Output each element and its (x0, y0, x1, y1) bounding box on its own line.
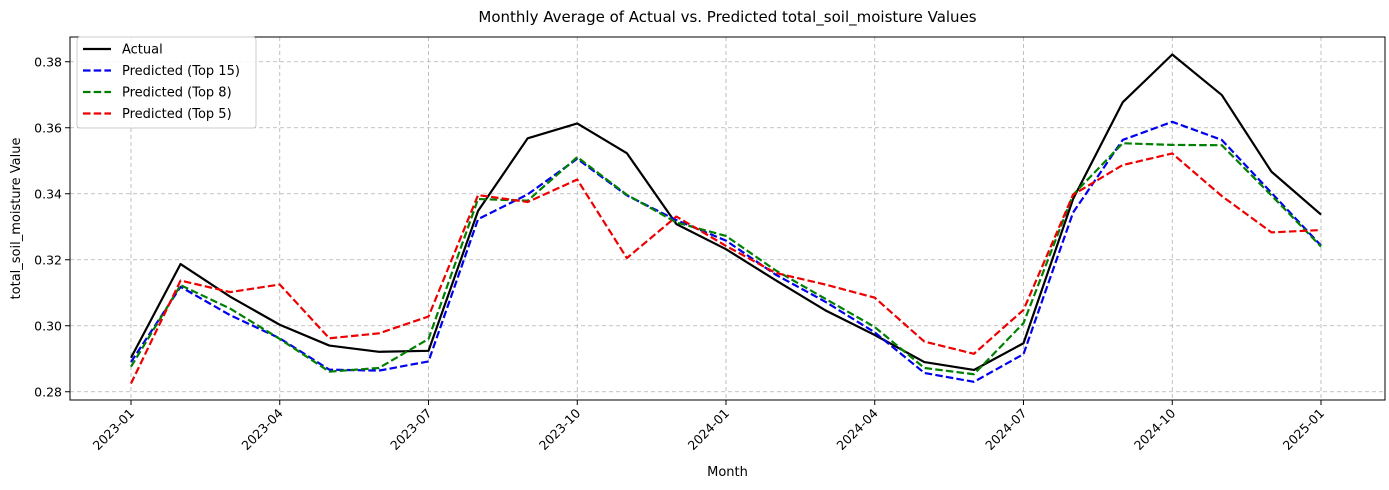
grid (70, 37, 1385, 400)
x-tick-label: 2023-07 (387, 406, 435, 454)
x-axis-label: Month (707, 465, 748, 480)
y-tick-label: 0.28 (34, 384, 62, 399)
x-tick-label: 2024-10 (1131, 405, 1179, 453)
legend-label: Predicted (Top 8) (122, 86, 232, 101)
y-tick-label: 0.34 (34, 186, 62, 201)
x-tick-label: 2023-04 (238, 405, 286, 453)
y-tick-label: 0.32 (34, 252, 62, 267)
legend-label: Actual (122, 43, 163, 58)
y-tick-label: 0.36 (34, 120, 62, 135)
y-axis-label: total_soil_moisture Value (9, 138, 24, 300)
series-layer (130, 53, 1322, 384)
legend-label: Predicted (Top 15) (122, 64, 240, 79)
chart-title: Monthly Average of Actual vs. Predicted … (478, 8, 976, 27)
x-axis: 2023-01 2023-04 2023-07 2023-10 2024-01 2024-… (90, 400, 1328, 454)
legend: Actual Predicted (Top 15) Predicted (Top 8… (76, 36, 257, 129)
x-tick-label: 2023-10 (536, 405, 584, 453)
plot-frame (69, 36, 1386, 401)
legend-label: Predicted (Top 5) (122, 107, 232, 122)
y-axis: 0.28 0.30 0.32 0.34 0.36 0.38 (34, 54, 70, 399)
y-tick-label: 0.30 (34, 318, 62, 333)
x-tick-label: 2025-01 (1280, 406, 1328, 454)
x-tick-label: 2024-01 (685, 406, 733, 454)
y-tick-label: 0.38 (34, 54, 62, 69)
x-tick-label: 2024-07 (982, 406, 1030, 454)
x-tick-label: 2023-01 (90, 406, 138, 454)
legend-box (76, 36, 257, 129)
x-tick-label: 2024-04 (833, 405, 881, 453)
